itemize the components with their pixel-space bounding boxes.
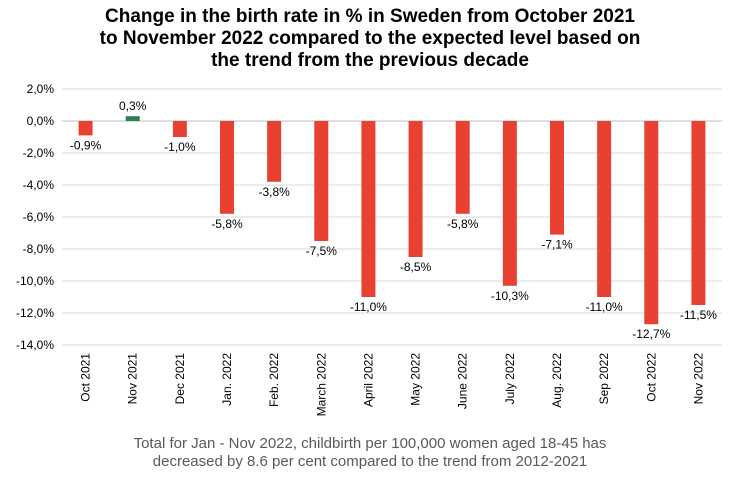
x-category-label: Oct 2022: [644, 353, 658, 402]
x-category-label: July 2022: [503, 353, 517, 405]
y-tick-label: -14,0%: [16, 338, 54, 352]
data-label: -1,0%: [164, 140, 196, 154]
bar: [455, 121, 470, 214]
x-category-label: March 2022: [314, 353, 328, 417]
data-label: 0,3%: [119, 99, 147, 113]
y-tick-label: -6,0%: [23, 210, 55, 224]
chart-footnote-line-2: decreased by 8.6 per cent compared to th…: [152, 453, 588, 470]
x-category-label: Sep 2022: [597, 353, 611, 405]
bar: [78, 121, 93, 136]
bar: [644, 121, 659, 325]
chart-footnote-line-1: Total for Jan - Nov 2022, childbirth per…: [133, 435, 607, 452]
data-label: -11,5%: [680, 308, 717, 322]
y-tick-label: -12,0%: [16, 306, 54, 320]
x-category-label: Jan. 2022: [220, 353, 234, 406]
y-tick-label: 0,0%: [27, 114, 55, 128]
data-label: -3,8%: [258, 185, 290, 199]
bar: [691, 121, 706, 305]
chart-title-line-3: the trend from the previous decade: [211, 50, 529, 71]
bar: [220, 121, 234, 214]
data-label: -10,3%: [491, 289, 529, 303]
data-label: -7,5%: [306, 244, 338, 258]
x-category-label: Nov 2021: [126, 353, 140, 405]
y-tick-label: -4,0%: [23, 178, 55, 192]
x-category-label: Aug. 2022: [550, 353, 564, 408]
bar: [314, 121, 329, 241]
data-label: -5,8%: [447, 217, 479, 231]
x-category-label: Dec 2021: [173, 353, 187, 405]
y-tick-label: -10,0%: [16, 274, 54, 288]
data-label: -5,8%: [211, 217, 243, 231]
x-category-label: Nov 2022: [691, 353, 705, 405]
data-label: -12,7%: [632, 327, 670, 341]
x-category-label: Feb. 2022: [267, 353, 281, 407]
bar: [408, 121, 423, 257]
bar: [172, 121, 187, 137]
chart-title: Change in the birth rate in % in Sweden …: [40, 6, 700, 72]
y-tick-label: -2,0%: [23, 146, 55, 160]
bar: [361, 121, 376, 297]
chart-footnote: Total for Jan - Nov 2022, childbirth per…: [20, 435, 720, 471]
y-tick-label: 2,0%: [27, 82, 55, 96]
data-label: -8,5%: [400, 260, 432, 274]
data-label: -11,0%: [586, 300, 623, 314]
y-tick-label: -8,0%: [23, 242, 55, 256]
bar: [502, 121, 517, 286]
bar: [550, 121, 564, 235]
data-label: -7,1%: [541, 238, 573, 252]
data-label: -11,0%: [350, 300, 387, 314]
x-category-label: April 2022: [361, 353, 375, 407]
chart-title-line-2: to November 2022 compared to the expecte…: [99, 28, 641, 49]
chart-title-line-1: Change in the birth rate in % in Sweden …: [105, 6, 635, 27]
x-category-label: June 2022: [456, 353, 470, 409]
bar: [267, 121, 282, 182]
x-category-label: Oct 2021: [79, 353, 93, 402]
bar: [125, 116, 140, 121]
x-category-label: May 2022: [409, 353, 423, 406]
bar: [597, 121, 612, 297]
bar-chart: 2,0% 0,0% -2,0% -4,0% -6,0% -8,0% -10,0% -12,0%…: [16, 82, 722, 417]
data-label: -0,9%: [70, 138, 102, 152]
